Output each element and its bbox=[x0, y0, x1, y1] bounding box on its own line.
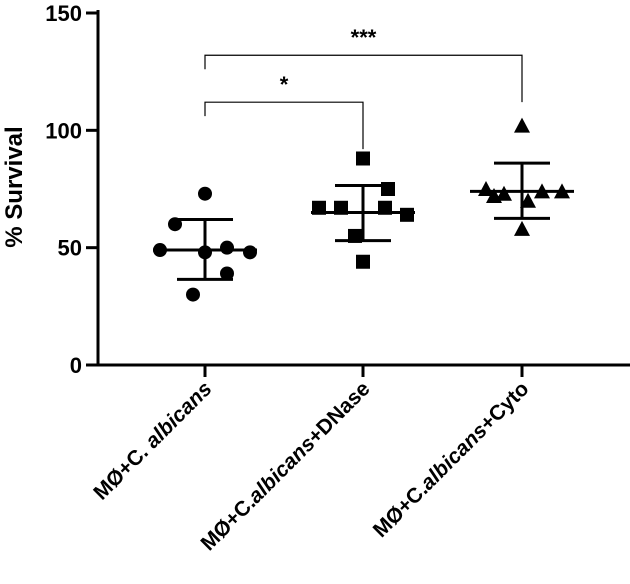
data-point-triangle bbox=[478, 181, 494, 196]
category-label-1: MØ+C.albicans+DNase bbox=[196, 377, 374, 555]
y-tick-label-100: 100 bbox=[45, 118, 82, 143]
data-point-circle bbox=[198, 245, 212, 260]
data-point-circle bbox=[243, 245, 257, 260]
category-label-italic: albicans bbox=[244, 432, 320, 508]
significance-label-0: * bbox=[280, 72, 289, 97]
data-point-square bbox=[356, 254, 370, 269]
category-label-prefix: MØ+C. bbox=[89, 437, 157, 505]
category-label-italic: albicans bbox=[141, 377, 217, 453]
category-label-prefix: MØ+C. bbox=[196, 492, 260, 556]
significance-bracket-0 bbox=[204, 101, 364, 150]
data-point-square bbox=[334, 200, 348, 215]
category-label-suffix: +Cyto bbox=[476, 377, 534, 435]
data-point-triangle bbox=[520, 192, 536, 208]
y-tick-label-50: 50 bbox=[58, 236, 82, 261]
category-label-suffix: +DNase bbox=[303, 377, 374, 448]
data-point-square bbox=[348, 228, 362, 243]
y-ticks: 0 50 100 150 bbox=[45, 1, 98, 378]
data-point-circle bbox=[198, 186, 212, 201]
data-point-triangle bbox=[554, 183, 570, 199]
data-points bbox=[153, 117, 570, 302]
x-ticks bbox=[203, 365, 524, 377]
data-point-circle bbox=[153, 243, 167, 258]
category-label-italic: albicans bbox=[416, 419, 492, 495]
data-point-triangle bbox=[534, 183, 550, 199]
data-point-square bbox=[400, 207, 414, 222]
data-point-circle bbox=[168, 217, 182, 232]
data-point-square bbox=[378, 200, 392, 215]
significance-label-1: *** bbox=[351, 25, 377, 50]
data-point-square bbox=[381, 182, 395, 196]
data-point-triangle bbox=[514, 117, 530, 133]
category-label-prefix: MØ+C. bbox=[369, 478, 433, 542]
data-point-triangle bbox=[486, 188, 502, 204]
significance-brackets: **** bbox=[204, 25, 523, 150]
data-point-circle bbox=[220, 266, 234, 281]
y-tick-label-0: 0 bbox=[70, 353, 82, 378]
data-point-triangle bbox=[496, 185, 512, 201]
data-point-circle bbox=[220, 240, 234, 255]
y-axis-title: % Survival bbox=[1, 126, 28, 247]
y-tick-label-150: 150 bbox=[45, 1, 82, 26]
category-label-0: MØ+C. albicans bbox=[89, 377, 216, 504]
category-label-2: MØ+C.albicans+Cyto bbox=[369, 377, 534, 542]
category-labels: MØ+C. albicansMØ+C.albicans+DNaseMØ+C.al… bbox=[89, 377, 533, 555]
data-point-square bbox=[312, 200, 326, 215]
significance-bracket-1 bbox=[204, 54, 523, 103]
data-point-circle bbox=[186, 287, 200, 302]
data-point-triangle bbox=[514, 220, 530, 236]
data-point-square bbox=[356, 151, 370, 166]
